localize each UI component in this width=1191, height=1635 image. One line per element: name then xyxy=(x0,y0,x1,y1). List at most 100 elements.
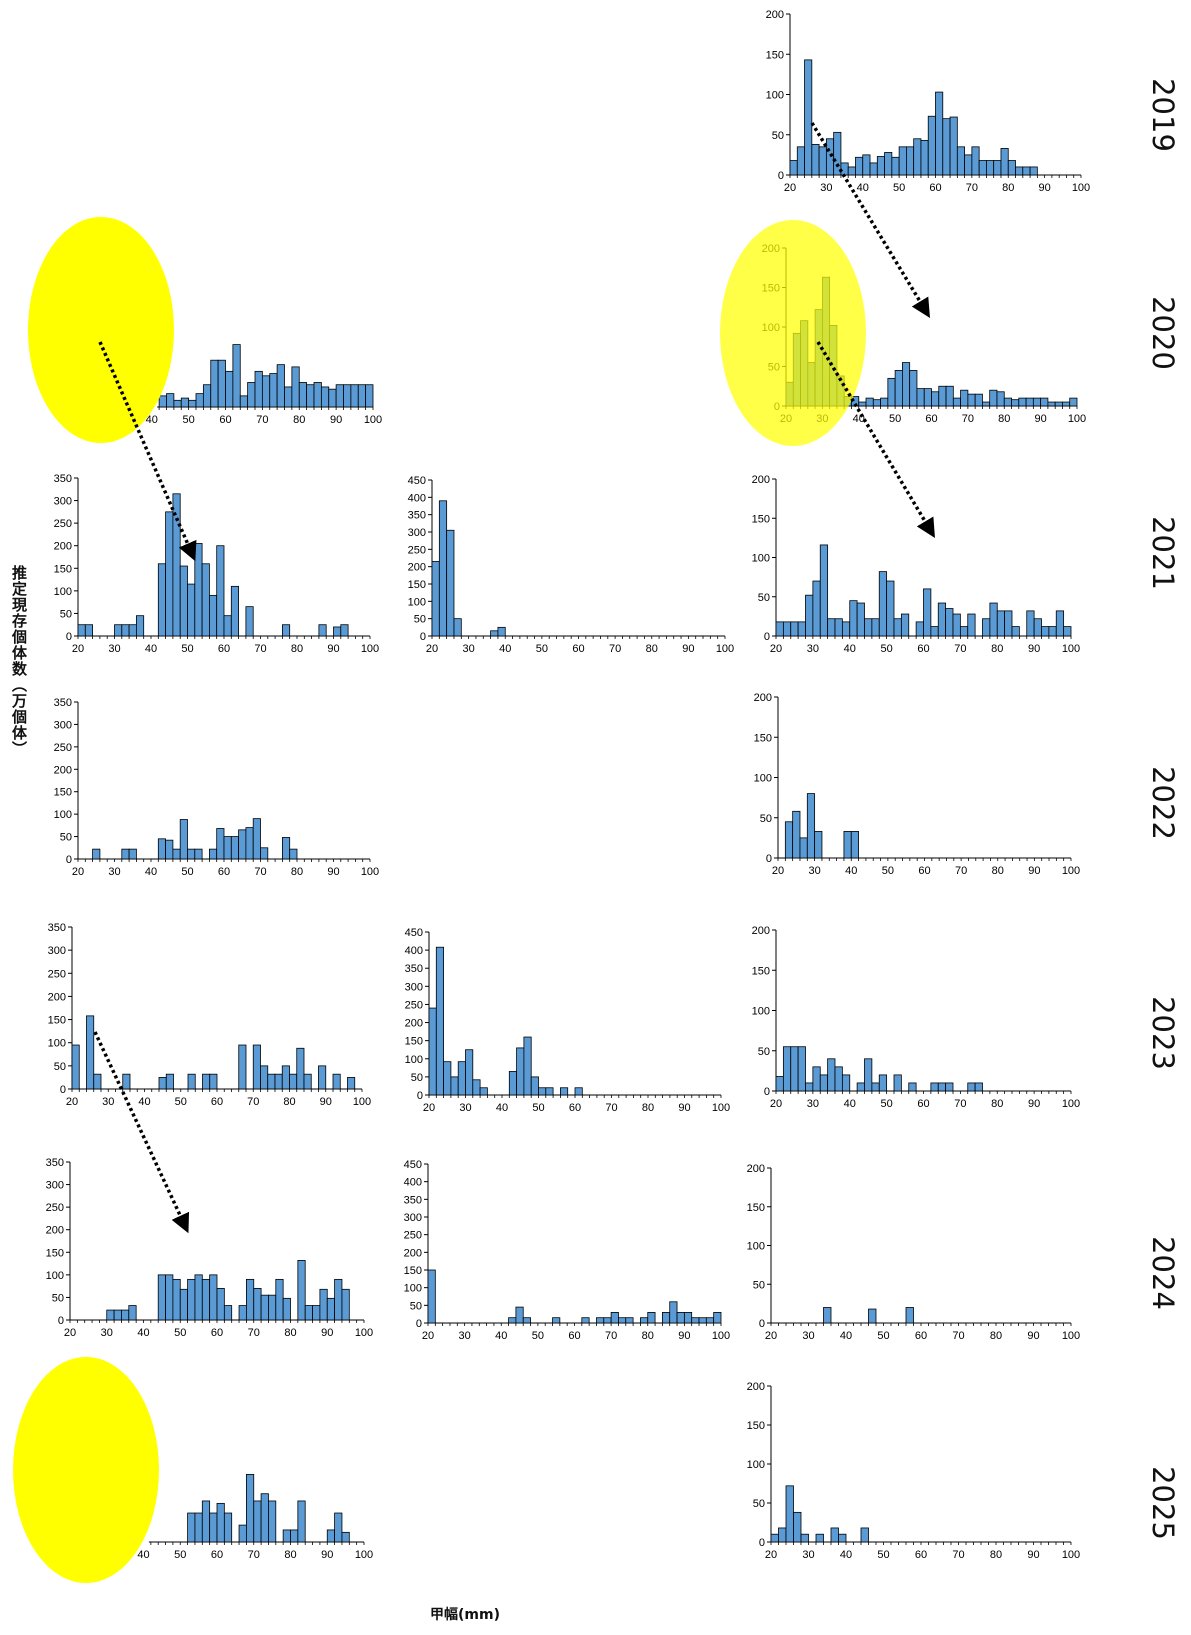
bar xyxy=(640,1317,649,1324)
bar xyxy=(114,624,123,637)
bar xyxy=(782,621,792,637)
bar xyxy=(945,385,954,407)
x-tick-label: 90 xyxy=(327,643,339,655)
bar xyxy=(195,393,204,408)
y-tick-label: 50 xyxy=(753,1279,765,1291)
bar xyxy=(522,1317,531,1324)
y-tick-label: 50 xyxy=(60,832,72,844)
y-tick-label: 0 xyxy=(417,1090,423,1102)
bar xyxy=(827,1058,836,1092)
bar xyxy=(705,1317,715,1324)
x-tick-label: 100 xyxy=(361,643,379,655)
bar xyxy=(864,618,873,637)
bar xyxy=(165,511,174,637)
year-label-2024: 2024 xyxy=(1146,1236,1180,1310)
bar xyxy=(713,1312,722,1324)
bar xyxy=(252,1044,261,1090)
bar xyxy=(121,1309,130,1321)
bar xyxy=(1054,401,1063,407)
x-tick-label: 100 xyxy=(712,1102,730,1114)
highlight-ellipse-2020-left xyxy=(28,217,174,443)
bar xyxy=(834,1066,843,1092)
y-tick-label: 0 xyxy=(66,854,72,866)
bar xyxy=(217,359,226,408)
y-tick-label: 150 xyxy=(747,1420,765,1432)
x-tick-label: 80 xyxy=(284,1549,296,1561)
histogram-2025-col1: 40 50 60 70 80 90 100 xyxy=(137,1474,373,1561)
bar xyxy=(238,1305,247,1321)
y-tick-label: 50 xyxy=(758,592,770,604)
bar xyxy=(332,1073,341,1090)
bar xyxy=(179,1288,188,1321)
bar xyxy=(77,624,86,637)
bar xyxy=(443,1061,452,1096)
histogram-2024-col3: 0 50 100 150 200 20 30 40 50 60 70 80 90 100 xyxy=(747,1163,1081,1342)
x-tick-label: 60 xyxy=(211,1327,223,1339)
x-tick-label: 100 xyxy=(712,1330,730,1342)
y-tick-label: 150 xyxy=(405,1036,423,1048)
y-tick-label: 50 xyxy=(760,813,772,825)
bar xyxy=(805,1082,814,1092)
x-tick-label: 90 xyxy=(320,1096,332,1108)
x-tick-label: 80 xyxy=(284,1327,296,1339)
y-tick-label: 350 xyxy=(405,963,423,975)
bar xyxy=(318,624,327,637)
bar xyxy=(216,1288,225,1321)
bar xyxy=(245,1474,255,1543)
bar xyxy=(905,1307,914,1324)
y-tick-label: 100 xyxy=(404,1283,422,1295)
bar xyxy=(267,1073,276,1090)
y-tick-label: 300 xyxy=(54,719,72,731)
bar xyxy=(806,793,816,859)
x-tick-label: 30 xyxy=(102,1096,114,1108)
y-tick-label: 450 xyxy=(405,927,423,939)
x-tick-label: 70 xyxy=(605,1330,617,1342)
bar xyxy=(964,154,973,176)
y-tick-label: 0 xyxy=(766,853,772,865)
y-tick-label: 150 xyxy=(754,732,772,744)
bar xyxy=(986,160,995,176)
bar xyxy=(923,388,932,407)
bar xyxy=(158,1077,167,1090)
bar xyxy=(908,1082,917,1092)
x-tick-label: 30 xyxy=(802,1549,814,1561)
bar xyxy=(516,1047,525,1096)
x-tick-label: 70 xyxy=(605,1102,617,1114)
x-tick-label: 20 xyxy=(765,1330,777,1342)
bar xyxy=(982,401,991,407)
bar xyxy=(122,1073,131,1090)
x-tick-label: 40 xyxy=(857,182,869,194)
x-tick-label: 60 xyxy=(211,1549,223,1561)
bar xyxy=(989,602,998,637)
y-tick-label: 200 xyxy=(46,1225,64,1237)
bar xyxy=(818,146,827,176)
bar xyxy=(347,1077,356,1090)
y-tick-label: 50 xyxy=(758,1046,770,1058)
y-tick-label: 200 xyxy=(405,1018,423,1030)
y-tick-label: 400 xyxy=(405,945,423,957)
bar xyxy=(662,1312,671,1324)
bar xyxy=(1000,148,1009,176)
x-tick-label: 60 xyxy=(219,414,231,426)
x-tick-label: 70 xyxy=(248,1327,260,1339)
bar xyxy=(281,624,291,637)
histogram-2023-col3: 0 50 100 150 200 20 30 40 50 60 70 80 90 100 xyxy=(752,925,1081,1110)
bar xyxy=(172,493,181,637)
x-tick-label: 20 xyxy=(422,1330,434,1342)
x-tick-label: 60 xyxy=(915,1549,927,1561)
y-tick-label: 300 xyxy=(404,1212,422,1224)
bar xyxy=(923,588,932,637)
bar xyxy=(827,618,836,637)
bar xyxy=(930,1082,939,1092)
bar xyxy=(208,848,218,860)
y-tick-label: 50 xyxy=(52,1292,64,1304)
cohort-arrow xyxy=(98,341,197,562)
year-label-2022: 2022 xyxy=(1146,766,1180,840)
x-tick-label: 50 xyxy=(174,1549,186,1561)
bar xyxy=(790,621,799,637)
bar xyxy=(894,370,903,407)
bar xyxy=(891,156,900,176)
bar xyxy=(113,1309,122,1321)
cohort-arrow xyxy=(93,1031,190,1234)
x-tick-label: 20 xyxy=(64,1327,76,1339)
